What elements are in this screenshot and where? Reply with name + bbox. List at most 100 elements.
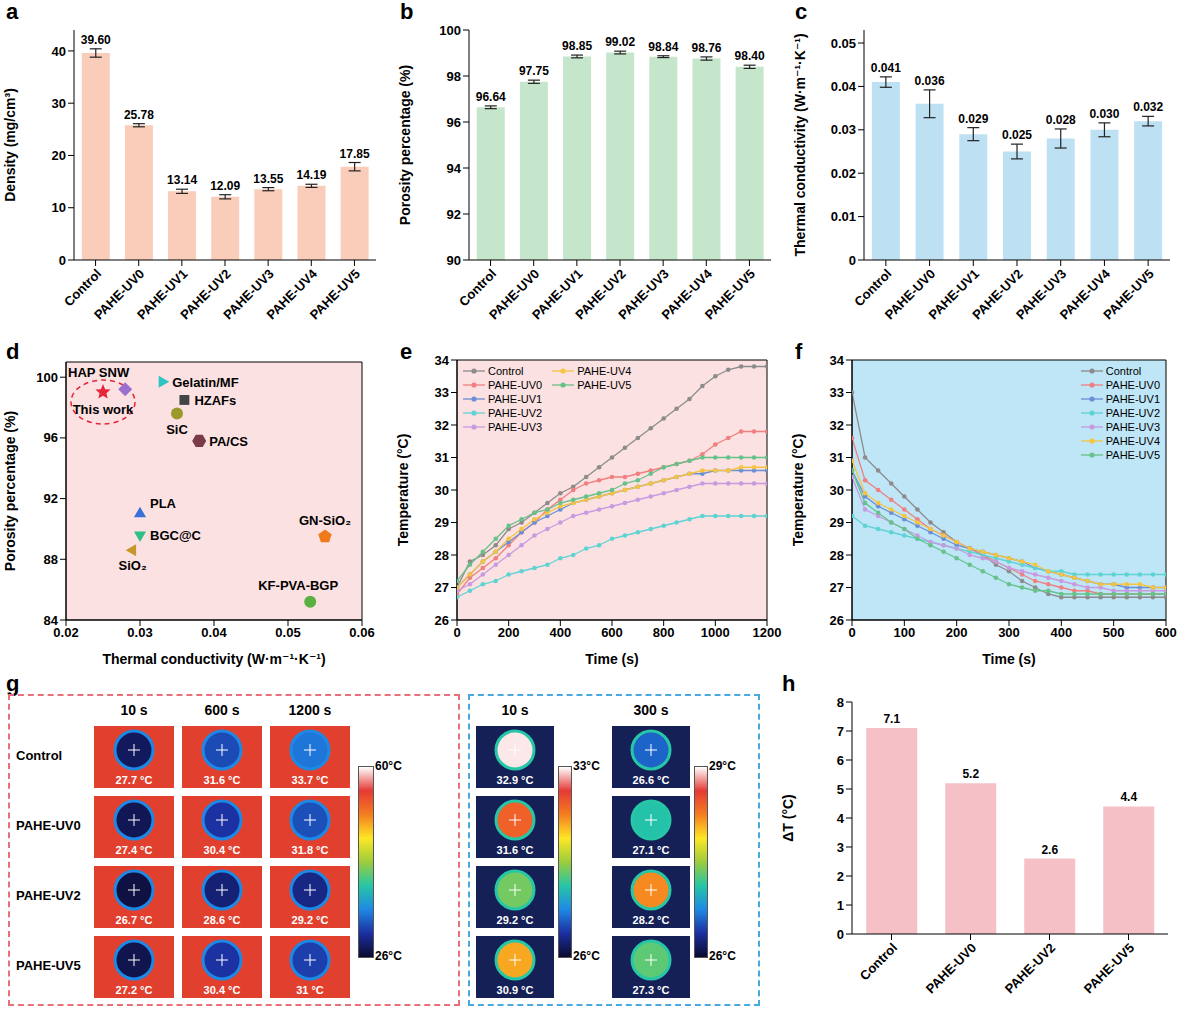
svg-text:28: 28: [830, 548, 844, 563]
svg-text:1200: 1200: [753, 625, 782, 640]
svg-text:Control: Control: [851, 266, 894, 309]
svg-text:800: 800: [653, 625, 675, 640]
svg-text:0.04: 0.04: [831, 79, 857, 94]
svg-text:PLA: PLA: [150, 496, 177, 511]
svg-text:6: 6: [837, 753, 844, 768]
svg-text:7: 7: [837, 724, 844, 739]
svg-text:4: 4: [837, 811, 845, 826]
svg-text:GN-SiO₂: GN-SiO₂: [299, 513, 351, 528]
svg-text:0.025: 0.025: [1002, 128, 1032, 142]
svg-text:1000: 1000: [701, 625, 730, 640]
svg-text:0.06: 0.06: [349, 625, 374, 640]
svg-text:5: 5: [837, 782, 844, 797]
svg-text:HZAFs: HZAFs: [194, 393, 236, 408]
svg-text:96: 96: [44, 430, 58, 445]
svg-text:0.041: 0.041: [871, 61, 901, 75]
svg-text:0: 0: [849, 253, 856, 268]
svg-text:30: 30: [52, 96, 66, 111]
svg-text:0.05: 0.05: [275, 625, 300, 640]
svg-text:ΔT (°C): ΔT (°C): [780, 794, 796, 842]
svg-text:28: 28: [435, 548, 449, 563]
svg-text:29: 29: [830, 515, 844, 530]
svg-text:Temperature (°C): Temperature (°C): [395, 434, 411, 547]
svg-text:13.14: 13.14: [167, 173, 197, 187]
svg-text:2.6: 2.6: [1041, 843, 1058, 857]
svg-text:12.09: 12.09: [210, 179, 240, 193]
svg-text:PAHE-UV5: PAHE-UV5: [1100, 266, 1156, 322]
svg-text:31: 31: [830, 450, 844, 465]
svg-text:KF-PVA-BGP: KF-PVA-BGP: [258, 578, 338, 593]
svg-text:39.60: 39.60: [81, 33, 111, 47]
svg-text:30: 30: [830, 483, 844, 498]
svg-text:0.05: 0.05: [831, 36, 856, 51]
svg-text:600: 600: [601, 625, 623, 640]
svg-text:0: 0: [837, 927, 844, 942]
svg-text:SiC: SiC: [166, 422, 188, 437]
svg-text:Porosity percentage (%): Porosity percentage (%): [397, 65, 413, 225]
svg-text:0: 0: [848, 625, 855, 640]
svg-text:0.03: 0.03: [127, 625, 152, 640]
svg-text:84: 84: [44, 613, 59, 628]
svg-text:PAHE-UV2: PAHE-UV2: [1002, 940, 1058, 996]
svg-text:PAHE-UV5: PAHE-UV5: [307, 266, 363, 322]
svg-text:20: 20: [52, 148, 66, 163]
svg-text:34: 34: [435, 353, 450, 368]
svg-text:5.2: 5.2: [962, 767, 979, 781]
svg-text:96: 96: [447, 115, 461, 130]
svg-text:13.55: 13.55: [253, 172, 283, 186]
svg-text:94: 94: [447, 161, 462, 176]
svg-text:92: 92: [447, 207, 461, 222]
svg-text:300: 300: [998, 625, 1020, 640]
svg-text:Density (mg/cm³): Density (mg/cm³): [2, 88, 18, 202]
svg-text:98.85: 98.85: [562, 39, 592, 53]
svg-text:PAHE-UV5: PAHE-UV5: [702, 266, 758, 322]
svg-text:500: 500: [1103, 625, 1125, 640]
svg-text:97.75: 97.75: [519, 64, 549, 78]
svg-text:98.84: 98.84: [648, 40, 678, 54]
svg-text:27: 27: [830, 580, 844, 595]
svg-text:25.78: 25.78: [124, 108, 154, 122]
svg-text:0.029: 0.029: [958, 112, 988, 126]
svg-text:This work: This work: [73, 402, 134, 417]
svg-text:0.01: 0.01: [831, 209, 856, 224]
svg-text:Time (s): Time (s): [585, 651, 638, 667]
svg-text:7.1: 7.1: [883, 712, 900, 726]
svg-text:0.032: 0.032: [1133, 100, 1163, 114]
svg-text:Thermal conductivity (W·m⁻¹·K⁻: Thermal conductivity (W·m⁻¹·K⁻¹): [102, 651, 325, 667]
svg-text:8: 8: [837, 695, 844, 710]
svg-text:2: 2: [837, 869, 844, 884]
svg-text:Control: Control: [857, 940, 900, 983]
svg-text:0.028: 0.028: [1046, 113, 1076, 127]
svg-text:32: 32: [435, 418, 449, 433]
svg-text:100: 100: [439, 23, 461, 38]
svg-text:PAHE-UV0: PAHE-UV0: [923, 940, 979, 996]
svg-text:33: 33: [435, 385, 449, 400]
svg-text:Gelatin/MF: Gelatin/MF: [172, 375, 239, 390]
svg-text:1: 1: [837, 898, 844, 913]
svg-text:40: 40: [52, 44, 66, 59]
svg-text:31: 31: [435, 450, 449, 465]
svg-text:0: 0: [453, 625, 460, 640]
svg-text:29: 29: [435, 515, 449, 530]
svg-text:Time (s): Time (s): [982, 651, 1035, 667]
svg-text:100: 100: [893, 625, 915, 640]
svg-text:90: 90: [447, 253, 461, 268]
svg-text:HAP SNW: HAP SNW: [68, 365, 130, 380]
svg-text:600: 600: [1155, 625, 1177, 640]
svg-text:PAHE-UV5: PAHE-UV5: [1081, 940, 1137, 996]
svg-text:4.4: 4.4: [1120, 790, 1137, 804]
svg-text:100: 100: [36, 370, 58, 385]
svg-text:14.19: 14.19: [296, 168, 326, 182]
svg-text:10: 10: [52, 200, 66, 215]
svg-text:98: 98: [447, 69, 461, 84]
svg-text:26: 26: [435, 613, 449, 628]
svg-text:32: 32: [830, 418, 844, 433]
svg-text:Control: Control: [61, 266, 104, 309]
svg-text:0.030: 0.030: [1089, 107, 1119, 121]
svg-text:0.04: 0.04: [201, 625, 227, 640]
svg-text:17.85: 17.85: [340, 147, 370, 161]
svg-text:3: 3: [837, 840, 844, 855]
svg-text:26: 26: [830, 613, 844, 628]
svg-text:0.02: 0.02: [831, 166, 856, 181]
svg-text:99.02: 99.02: [605, 35, 635, 49]
